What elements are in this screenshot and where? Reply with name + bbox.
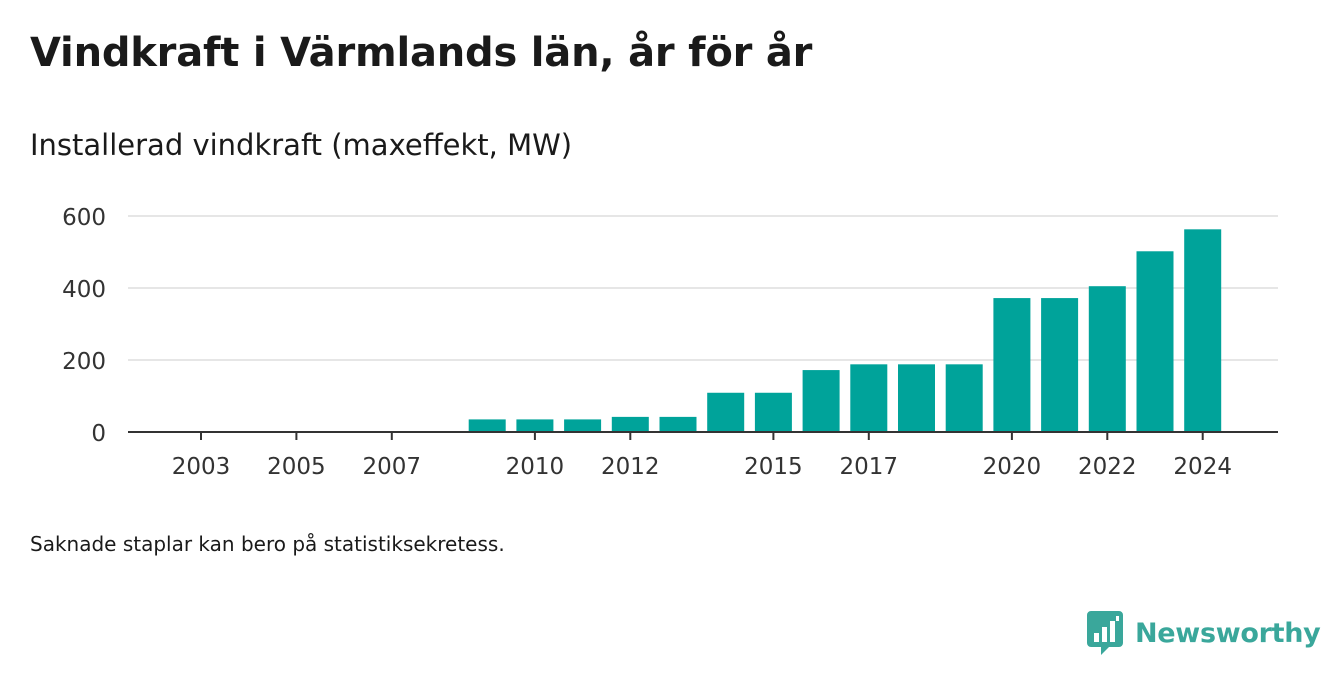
bar xyxy=(611,416,649,432)
chart-title: Vindkraft i Värmlands län, år för år xyxy=(30,30,813,76)
x-tick-label: 2020 xyxy=(983,454,1042,480)
x-tick-label: 2024 xyxy=(1173,454,1232,480)
footnote: Saknade staplar kan bero på statistiksek… xyxy=(30,532,505,556)
x-tick-label: 2005 xyxy=(267,454,326,480)
y-tick-label: 0 xyxy=(91,421,106,447)
bar xyxy=(754,392,792,432)
bar xyxy=(993,298,1031,432)
bar xyxy=(1184,229,1222,432)
bar xyxy=(516,419,554,432)
bar xyxy=(898,364,935,432)
bar xyxy=(468,419,506,432)
bar-chart: 0 200 400 600 2003 2005 2007 2010 2012 2015 2017 20… xyxy=(62,205,1278,480)
bar xyxy=(802,370,840,432)
brand-name: Newsworthy xyxy=(1135,617,1321,649)
y-tick-label: 400 xyxy=(62,277,106,303)
x-tick-label: 2007 xyxy=(363,454,422,480)
x-tick-label: 2003 xyxy=(172,454,231,480)
bar xyxy=(659,416,697,432)
newsworthy-logo[interactable]: Newsworthy xyxy=(1087,611,1321,655)
x-tick-label: 2010 xyxy=(506,454,565,480)
x-tick-label: 2012 xyxy=(601,454,660,480)
x-tick-label: 2017 xyxy=(840,454,899,480)
bar xyxy=(1088,286,1126,432)
bar xyxy=(850,364,888,432)
bar xyxy=(1041,298,1079,432)
y-tick-label: 600 xyxy=(62,205,106,231)
x-tick-label: 2015 xyxy=(744,454,803,480)
bar xyxy=(1136,251,1174,432)
bar xyxy=(707,392,745,432)
gridlines xyxy=(128,215,1278,361)
bar-chart-speech-bubble-icon xyxy=(1087,611,1123,655)
y-tick-label: 200 xyxy=(62,349,106,375)
x-tick-label: 2022 xyxy=(1078,454,1137,480)
chart-subtitle: Installerad vindkraft (maxeffekt, MW) xyxy=(30,128,573,162)
bar xyxy=(564,419,602,432)
axes: 0 200 400 600 2003 2005 2007 2010 2012 2015 2017 20… xyxy=(62,205,1278,480)
bars xyxy=(468,229,1222,432)
bar xyxy=(945,364,983,432)
